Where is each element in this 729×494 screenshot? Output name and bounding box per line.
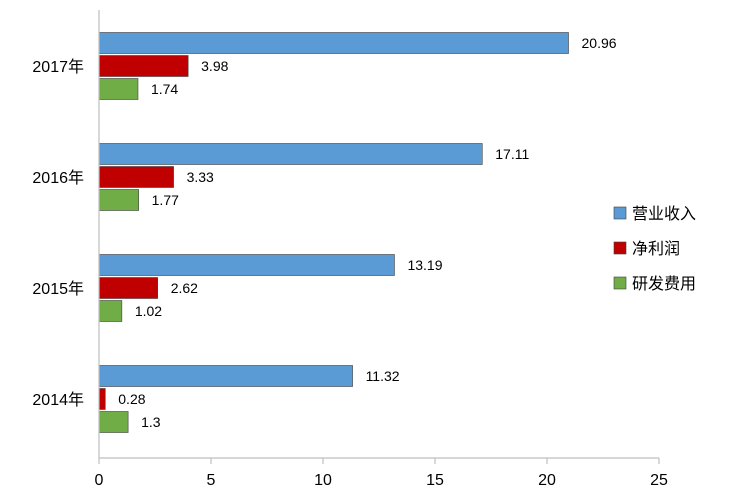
bars-layer: [98, 32, 569, 433]
legend-swatch: [613, 241, 627, 255]
x-tick-label: 20: [538, 472, 556, 489]
x-tick-label: 5: [207, 472, 216, 489]
data-label: 1.02: [135, 303, 162, 319]
data-label: 17.11: [495, 146, 529, 162]
data-label: 2.62: [171, 280, 198, 296]
category-label: 2014年: [32, 391, 84, 409]
bar-1-2015年: [98, 254, 395, 276]
data-labels-layer: 11.32 0.28 1.3 13.19 2.62 1.02 17.11 3.33 1.77 20…: [118, 35, 616, 430]
legend-swatch: [613, 206, 627, 220]
axes-layer: 2014年 2015年 2016年 2017年 0 5 10 15 20 25: [32, 10, 668, 489]
data-label: 3.33: [187, 169, 214, 185]
data-label: 3.98: [201, 58, 228, 74]
legend-swatch: [613, 276, 627, 290]
legend-label: 研发费用: [632, 275, 696, 293]
bar-3-2015年: [98, 300, 123, 322]
bar-3-2016年: [98, 189, 139, 211]
x-tick-label: 15: [426, 472, 444, 489]
bar-2-2015年: [98, 277, 158, 299]
bar-1-2016年: [98, 143, 483, 165]
category-label: 2017年: [32, 58, 84, 76]
data-label: 0.28: [118, 391, 145, 407]
bar-2-2016年: [98, 166, 174, 188]
bar-3-2017年: [98, 78, 139, 100]
legend-label: 营业收入: [632, 205, 696, 223]
data-label: 20.96: [582, 35, 617, 51]
bar-3-2014年: [98, 411, 129, 433]
bar-1-2017年: [98, 32, 569, 54]
data-label: 1.74: [151, 81, 178, 97]
x-tick-label: 25: [650, 472, 668, 489]
legend-label: 净利润: [632, 240, 680, 258]
data-label: 11.32: [366, 368, 400, 384]
data-label: 13.19: [407, 257, 442, 273]
x-tick-label: 10: [314, 472, 332, 489]
category-label: 2016年: [32, 169, 84, 187]
bar-2-2014年: [98, 388, 106, 410]
data-label: 1.77: [152, 192, 179, 208]
x-tick-label: 0: [95, 472, 104, 489]
category-label: 2015年: [32, 280, 84, 298]
bar-1-2014年: [98, 365, 353, 387]
bar-2-2017年: [98, 55, 189, 77]
data-label: 1.3: [141, 414, 161, 430]
